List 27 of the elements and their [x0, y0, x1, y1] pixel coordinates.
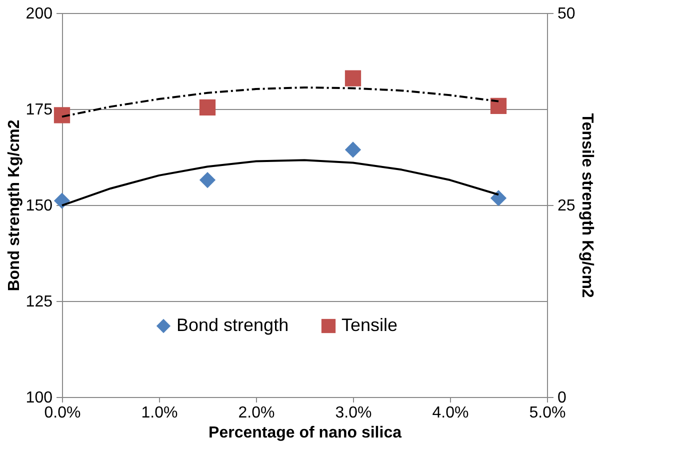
x-axis-title: Percentage of nano silica — [208, 424, 402, 442]
y2-tick-label: 0 — [558, 390, 566, 406]
y2-axis-title: Tensile strength Kg/cm2 — [578, 113, 596, 298]
legend-label: Bond strength — [176, 315, 289, 335]
x-tick-label: 5.0% — [529, 404, 566, 422]
point — [54, 192, 70, 209]
y-tick-label: 100 — [26, 390, 53, 406]
x-tick-label: 0.0% — [44, 404, 81, 422]
x-tick-label: 3.0% — [335, 404, 372, 422]
y-tick-label: 150 — [26, 198, 53, 214]
point — [344, 70, 362, 86]
point — [490, 98, 507, 114]
y-tick-label: 175 — [26, 102, 53, 118]
point — [490, 190, 507, 206]
y-axis-title: Bond strength Kg/cm2 — [6, 120, 23, 292]
point — [54, 107, 70, 124]
y-tick-label: 200 — [26, 6, 53, 22]
x-tick-label: 1.0% — [141, 404, 178, 422]
y2-tick-label: 25 — [558, 198, 576, 214]
x-tick-label: 2.0% — [238, 404, 275, 422]
point — [199, 99, 216, 116]
legend-label: Tensile — [342, 315, 398, 335]
point — [344, 142, 362, 158]
y-tick-label: 125 — [26, 294, 53, 310]
x-tick-label: 4.0% — [432, 404, 469, 422]
point — [199, 172, 216, 188]
y2-tick-label: 50 — [558, 6, 576, 22]
